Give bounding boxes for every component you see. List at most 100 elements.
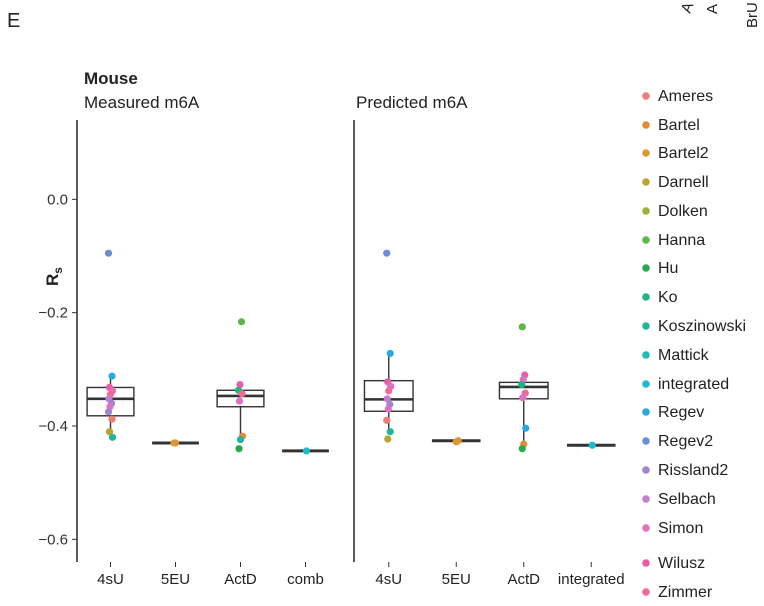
data-point bbox=[518, 381, 526, 389]
panel-letter: E bbox=[7, 10, 20, 32]
legend-label: integrated bbox=[658, 376, 729, 393]
legend-label: Selbach bbox=[658, 491, 716, 508]
legend: Ameres Bartel Bartel2 Darnell Dolken Hanna Hu K… bbox=[642, 88, 746, 601]
data-point bbox=[104, 408, 113, 416]
data-point bbox=[518, 445, 526, 453]
legend-swatch bbox=[642, 495, 650, 503]
legend-item: Dolken bbox=[642, 203, 708, 220]
legend-swatch bbox=[642, 149, 650, 157]
legend-label: Zimmer bbox=[658, 584, 713, 601]
data-point bbox=[108, 372, 116, 380]
legend-label: Dolken bbox=[658, 203, 708, 220]
data-point bbox=[383, 249, 391, 257]
data-point bbox=[302, 447, 311, 455]
x-tick-label: 5EU bbox=[442, 571, 471, 588]
y-tick-label: −0.4 bbox=[38, 418, 68, 435]
legend-label: Hanna bbox=[658, 232, 705, 249]
x-tick-label: 5EU bbox=[161, 571, 190, 588]
legend-item: Darnell bbox=[642, 174, 709, 191]
y-axis-title: Rs bbox=[43, 267, 65, 286]
legend-swatch bbox=[642, 437, 650, 445]
facet-1: Measured m6A 4sU 5EU ActD comb bbox=[76, 93, 329, 588]
legend-swatch bbox=[642, 207, 650, 215]
legend-swatch bbox=[642, 351, 650, 359]
y-axis-ticks: 0.0 −0.2 −0.4 −0.6 bbox=[38, 191, 77, 548]
data-point bbox=[236, 436, 245, 444]
legend-label: Koszinowski bbox=[658, 318, 746, 335]
svg-text:Rs: Rs bbox=[43, 267, 65, 286]
legend-item: Simon bbox=[642, 520, 703, 537]
legend-swatch bbox=[642, 559, 650, 567]
data-point bbox=[384, 435, 392, 443]
legend-label: Hu bbox=[658, 260, 678, 277]
x-tick-label: 4sU bbox=[375, 571, 402, 588]
data-point bbox=[170, 439, 178, 447]
legend-label: Bartel bbox=[658, 117, 700, 134]
legend-label: Ameres bbox=[658, 88, 713, 105]
data-point bbox=[522, 424, 530, 432]
legend-item: Regev bbox=[642, 404, 704, 421]
data-point bbox=[519, 394, 527, 402]
corner-fragment-3: BrU bbox=[744, 2, 761, 28]
legend-item: Regev2 bbox=[642, 433, 713, 450]
legend-item: Zimmer bbox=[642, 584, 713, 601]
x-tick-label: integrated bbox=[558, 571, 625, 588]
data-point bbox=[383, 416, 391, 424]
legend-swatch bbox=[642, 121, 650, 129]
legend-label: Regev2 bbox=[658, 433, 713, 450]
data-point bbox=[452, 438, 460, 446]
legend-swatch bbox=[642, 236, 650, 244]
legend-swatch bbox=[642, 322, 650, 330]
y-axis-label-subscript: s bbox=[51, 267, 65, 274]
legend-label: Regev bbox=[658, 404, 704, 421]
data-point bbox=[108, 415, 116, 423]
legend-label: Bartel2 bbox=[658, 145, 709, 162]
group-title: Mouse bbox=[84, 69, 138, 88]
x-tick-label: ActD bbox=[224, 571, 257, 588]
data-point bbox=[385, 387, 393, 395]
x-tick-label: ActD bbox=[507, 571, 540, 588]
legend-swatch bbox=[642, 588, 650, 596]
legend-swatch bbox=[642, 92, 650, 100]
legend-swatch bbox=[642, 380, 650, 388]
legend-swatch bbox=[642, 524, 650, 532]
legend-swatch bbox=[642, 293, 650, 301]
data-point bbox=[108, 433, 117, 441]
legend-item: Bartel2 bbox=[642, 145, 709, 162]
data-point bbox=[104, 249, 113, 257]
data-point bbox=[518, 323, 526, 331]
legend-swatch bbox=[642, 408, 650, 416]
facet-2: Predicted m6A 4sU 5EU ActD integrated bbox=[353, 93, 625, 588]
legend-item: Ko bbox=[642, 289, 678, 306]
legend-item: Mattick bbox=[642, 347, 710, 364]
data-point bbox=[383, 395, 391, 403]
data-point bbox=[384, 405, 392, 413]
legend-label: Ko bbox=[658, 289, 678, 306]
legend-item: Wilusz bbox=[642, 555, 705, 572]
data-point bbox=[105, 428, 114, 436]
facets: Measured m6A 4sU 5EU ActD comb Predicted m6A 4… bbox=[76, 93, 625, 588]
data-point bbox=[588, 441, 596, 449]
y-tick-label: −0.2 bbox=[38, 305, 68, 322]
data-point bbox=[386, 428, 394, 436]
legend-swatch bbox=[642, 178, 650, 186]
legend-item: integrated bbox=[642, 376, 729, 393]
legend-label: Darnell bbox=[658, 174, 709, 191]
corner-fragment-1: A bbox=[678, 0, 697, 15]
legend-label: Wilusz bbox=[658, 555, 705, 572]
legend-label: Rissland2 bbox=[658, 462, 728, 479]
legend-item: Hu bbox=[642, 260, 678, 277]
facet-title: Measured m6A bbox=[84, 93, 200, 112]
legend-label: Simon bbox=[658, 520, 703, 537]
legend-item: Koszinowski bbox=[642, 318, 746, 335]
data-point bbox=[386, 349, 394, 358]
legend-label: Mattick bbox=[658, 347, 710, 364]
y-axis-label: R bbox=[43, 274, 62, 286]
legend-item: Ameres bbox=[642, 88, 713, 105]
x-tick-label: comb bbox=[287, 571, 324, 588]
data-point bbox=[238, 390, 246, 398]
x-tick-label: 4sU bbox=[97, 571, 124, 588]
data-point bbox=[235, 397, 244, 405]
facet-title: Predicted m6A bbox=[356, 93, 468, 112]
